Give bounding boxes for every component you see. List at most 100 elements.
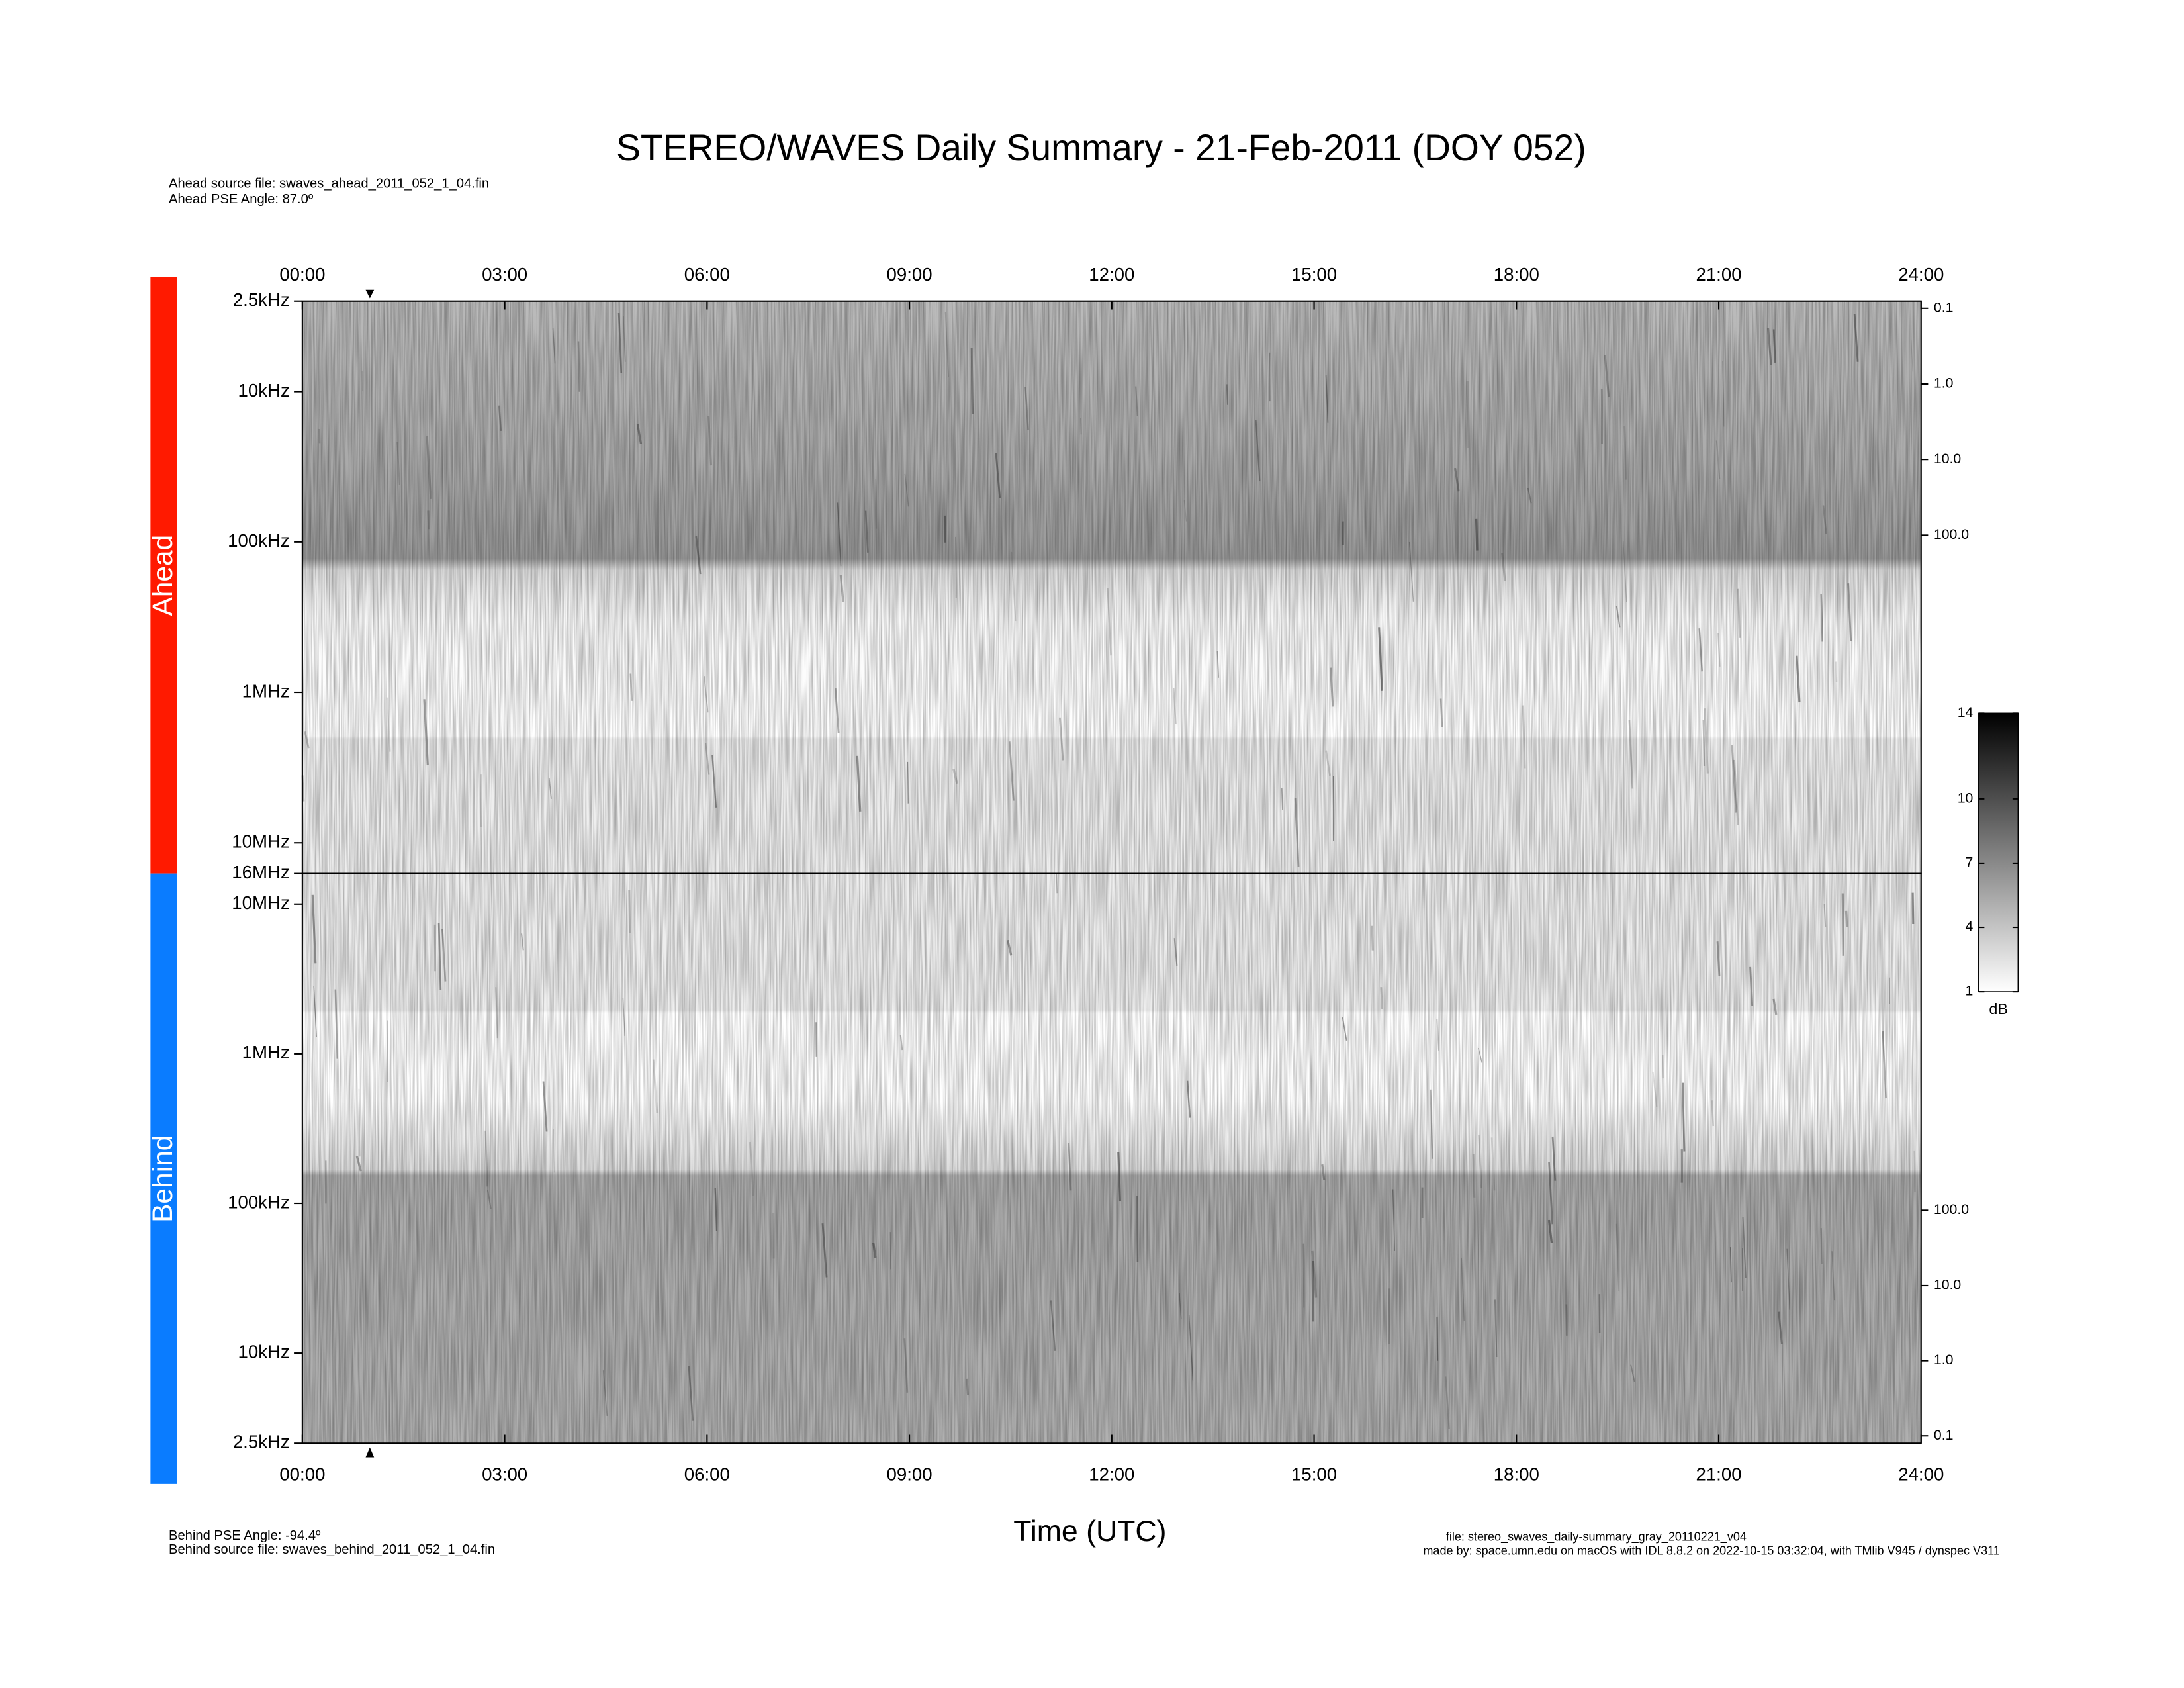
spectrogram-streak bbox=[629, 673, 633, 701]
spectrogram-streak bbox=[577, 341, 580, 392]
spectrogram-streak bbox=[498, 405, 502, 432]
spectrogram-streak bbox=[1478, 1047, 1482, 1063]
x-axis-label: Time (UTC) bbox=[1013, 1515, 1166, 1548]
spectrogram-streak bbox=[484, 1130, 488, 1187]
spectrogram-streak bbox=[1024, 386, 1029, 430]
spectrogram-streak bbox=[617, 312, 623, 373]
y2-tick-label: 1.0 bbox=[1934, 1352, 1954, 1368]
spectrogram-streak bbox=[1772, 329, 1776, 363]
spectrogram-streak bbox=[1623, 541, 1627, 602]
spectrogram-streak bbox=[1392, 1189, 1395, 1251]
spectrogram-streak bbox=[355, 1156, 362, 1172]
spectrogram-streak bbox=[1436, 1019, 1440, 1051]
spectrogram-streak bbox=[1255, 420, 1261, 481]
spectrogram-streak bbox=[1711, 1100, 1715, 1127]
spectrogram-streak bbox=[311, 894, 317, 964]
spectrogram-streak bbox=[1722, 360, 1725, 427]
spectrogram-streak bbox=[1652, 1071, 1658, 1107]
spectrogram-streak bbox=[1778, 1311, 1783, 1345]
y2-tick-label: 0.1 bbox=[1934, 299, 1954, 315]
x-tick-label: 00:00 bbox=[279, 1464, 325, 1484]
spectrogram-streak bbox=[602, 1370, 608, 1416]
y-tick-label: 10MHz bbox=[232, 892, 289, 913]
spectrogram-streak bbox=[839, 575, 844, 602]
spectrogram-streak bbox=[1135, 386, 1138, 417]
spectrogram-streak bbox=[1490, 1137, 1496, 1191]
spectrogram-streak bbox=[1796, 655, 1801, 703]
spectrogram-streak bbox=[966, 1378, 970, 1395]
colorbar bbox=[1978, 712, 2019, 992]
spectrogram-streak bbox=[1527, 487, 1532, 504]
spectrogram-streak bbox=[711, 755, 717, 808]
spectrogram-streak bbox=[1717, 633, 1721, 667]
spectrogram-streak bbox=[1547, 1219, 1553, 1243]
spectrogram-streak bbox=[856, 755, 862, 812]
spectrogram-streak bbox=[548, 778, 552, 799]
spectrogram-streak bbox=[480, 774, 483, 827]
spectrogram-streak bbox=[1522, 705, 1526, 769]
y2-tick-label: 10.0 bbox=[1934, 1277, 1961, 1293]
spectrogram-streak bbox=[358, 1088, 361, 1157]
spectrogram-streak bbox=[944, 312, 949, 377]
x-tick-label: 15:00 bbox=[1291, 1464, 1337, 1484]
file-note: file: stereo_swaves_daily-summary_gray_2… bbox=[1446, 1530, 1747, 1544]
spectrogram-streak bbox=[652, 1059, 659, 1113]
spectrogram-streak bbox=[1325, 375, 1329, 423]
spectrogram-streak bbox=[821, 1223, 828, 1278]
spectrogram-streak bbox=[304, 731, 310, 749]
spectrogram-streak bbox=[1715, 440, 1721, 479]
spectrogram-streak bbox=[704, 676, 709, 713]
spectrogram-streak bbox=[1615, 1223, 1620, 1291]
x-tick-label: 06:00 bbox=[684, 264, 730, 285]
spectrogram-streak bbox=[1188, 1315, 1194, 1381]
angle-note: Behind PSE Angle: -94.4º bbox=[169, 1528, 321, 1543]
spectrogram-streak bbox=[1882, 1031, 1887, 1099]
spectrogram-streak bbox=[707, 416, 713, 466]
spectrogram-streak bbox=[1445, 1376, 1450, 1429]
spectrogram-streak bbox=[688, 1366, 694, 1421]
y2-tick-label: 0.1 bbox=[1934, 1427, 1954, 1443]
spectrogram-streak bbox=[1342, 1017, 1347, 1041]
spectrogram-streak bbox=[1226, 384, 1228, 405]
spectrogram-streak bbox=[1107, 588, 1112, 656]
spectrogram-streak bbox=[1302, 1243, 1305, 1308]
spectrogram-streak bbox=[627, 890, 631, 933]
spectrogram-streak bbox=[1136, 1196, 1139, 1262]
spectrogram-streak bbox=[1472, 1154, 1476, 1198]
angle-note: Ahead PSE Angle: 87.0º bbox=[169, 192, 314, 207]
spectrogram-noise bbox=[302, 873, 1921, 1444]
spectrogram-streak bbox=[889, 1232, 891, 1270]
x-tick-label: 24:00 bbox=[1898, 264, 1944, 285]
spectrogram-streak bbox=[1183, 500, 1187, 522]
spectrogram-streak bbox=[1604, 355, 1610, 398]
spectrogram-streak bbox=[1371, 925, 1374, 951]
x-tick-label: 03:00 bbox=[482, 1464, 527, 1484]
spectrogram-streak bbox=[1378, 627, 1383, 691]
spectrogram-streak bbox=[1059, 717, 1064, 761]
y-tick-label: 16MHz bbox=[232, 862, 289, 882]
panel-bar bbox=[150, 277, 177, 874]
x-tick-label: 12:00 bbox=[1089, 264, 1134, 285]
panel-bar bbox=[150, 873, 177, 1484]
spectrogram-streak bbox=[1439, 698, 1443, 727]
colorbar-tick-label: 14 bbox=[1958, 704, 1974, 720]
spectrogram-streak bbox=[1623, 426, 1627, 480]
spectrogram-streak bbox=[1630, 1364, 1635, 1382]
spectrogram-streak bbox=[1742, 1217, 1747, 1278]
spectrogram-streak bbox=[1831, 1251, 1835, 1301]
spectrogram-streak bbox=[1117, 1152, 1122, 1201]
spectrogram-streak bbox=[1501, 553, 1506, 581]
spectrogram-streak bbox=[1820, 594, 1823, 642]
x-tick-label: 21:00 bbox=[1696, 1464, 1741, 1484]
x-tick-label: 09:00 bbox=[887, 264, 933, 285]
spectrogram-streak bbox=[1548, 1162, 1554, 1225]
spectrogram-streak bbox=[1844, 910, 1848, 927]
spectrogram-streak bbox=[1311, 1250, 1318, 1298]
y-tick-label: 10kHz bbox=[238, 380, 289, 400]
spectrogram-streak bbox=[1173, 688, 1177, 724]
x-tick-label: 18:00 bbox=[1494, 264, 1539, 285]
spectrogram-streak bbox=[396, 442, 400, 485]
x-tick-label: 00:00 bbox=[279, 264, 325, 285]
spectrogram-streak bbox=[437, 923, 442, 990]
spectrogram-streak bbox=[1823, 904, 1827, 927]
